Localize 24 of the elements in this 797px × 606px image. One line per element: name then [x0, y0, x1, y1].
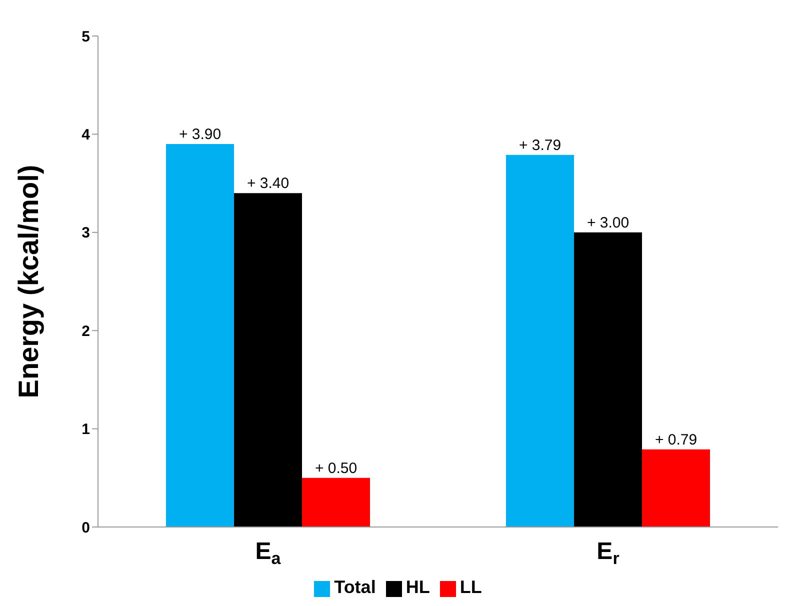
- bar: [302, 478, 370, 527]
- data-label: + 3.40: [246, 175, 290, 192]
- data-label: + 3.90: [178, 126, 222, 144]
- bar: [166, 144, 234, 527]
- data-label: + 0.79: [654, 431, 698, 448]
- x-tick-label: E$_{r}$: [596, 538, 620, 568]
- bar: [642, 449, 710, 527]
- y-axis-title: Energy (kcal/mol): [12, 164, 44, 398]
- y-tick-label: 5: [82, 28, 90, 46]
- bar: [234, 193, 302, 527]
- y-tick-label: 3: [82, 224, 90, 242]
- x-tick-label: E$_{a}$: [255, 538, 282, 568]
- y-tick-label: 0: [82, 519, 90, 536]
- legend-label: LL: [460, 577, 482, 597]
- legend-label: Total: [334, 577, 376, 597]
- bar: [506, 154, 574, 527]
- y-tick-label: 4: [82, 126, 91, 144]
- y-tick-label: 1: [82, 421, 90, 438]
- legend-label: HL: [406, 577, 430, 597]
- bar: [574, 232, 642, 527]
- data-label: + 3.00: [586, 214, 630, 232]
- data-label: + 0.50: [314, 460, 358, 477]
- data-label: + 3.79: [518, 136, 562, 154]
- y-tick-label: 2: [82, 322, 90, 340]
